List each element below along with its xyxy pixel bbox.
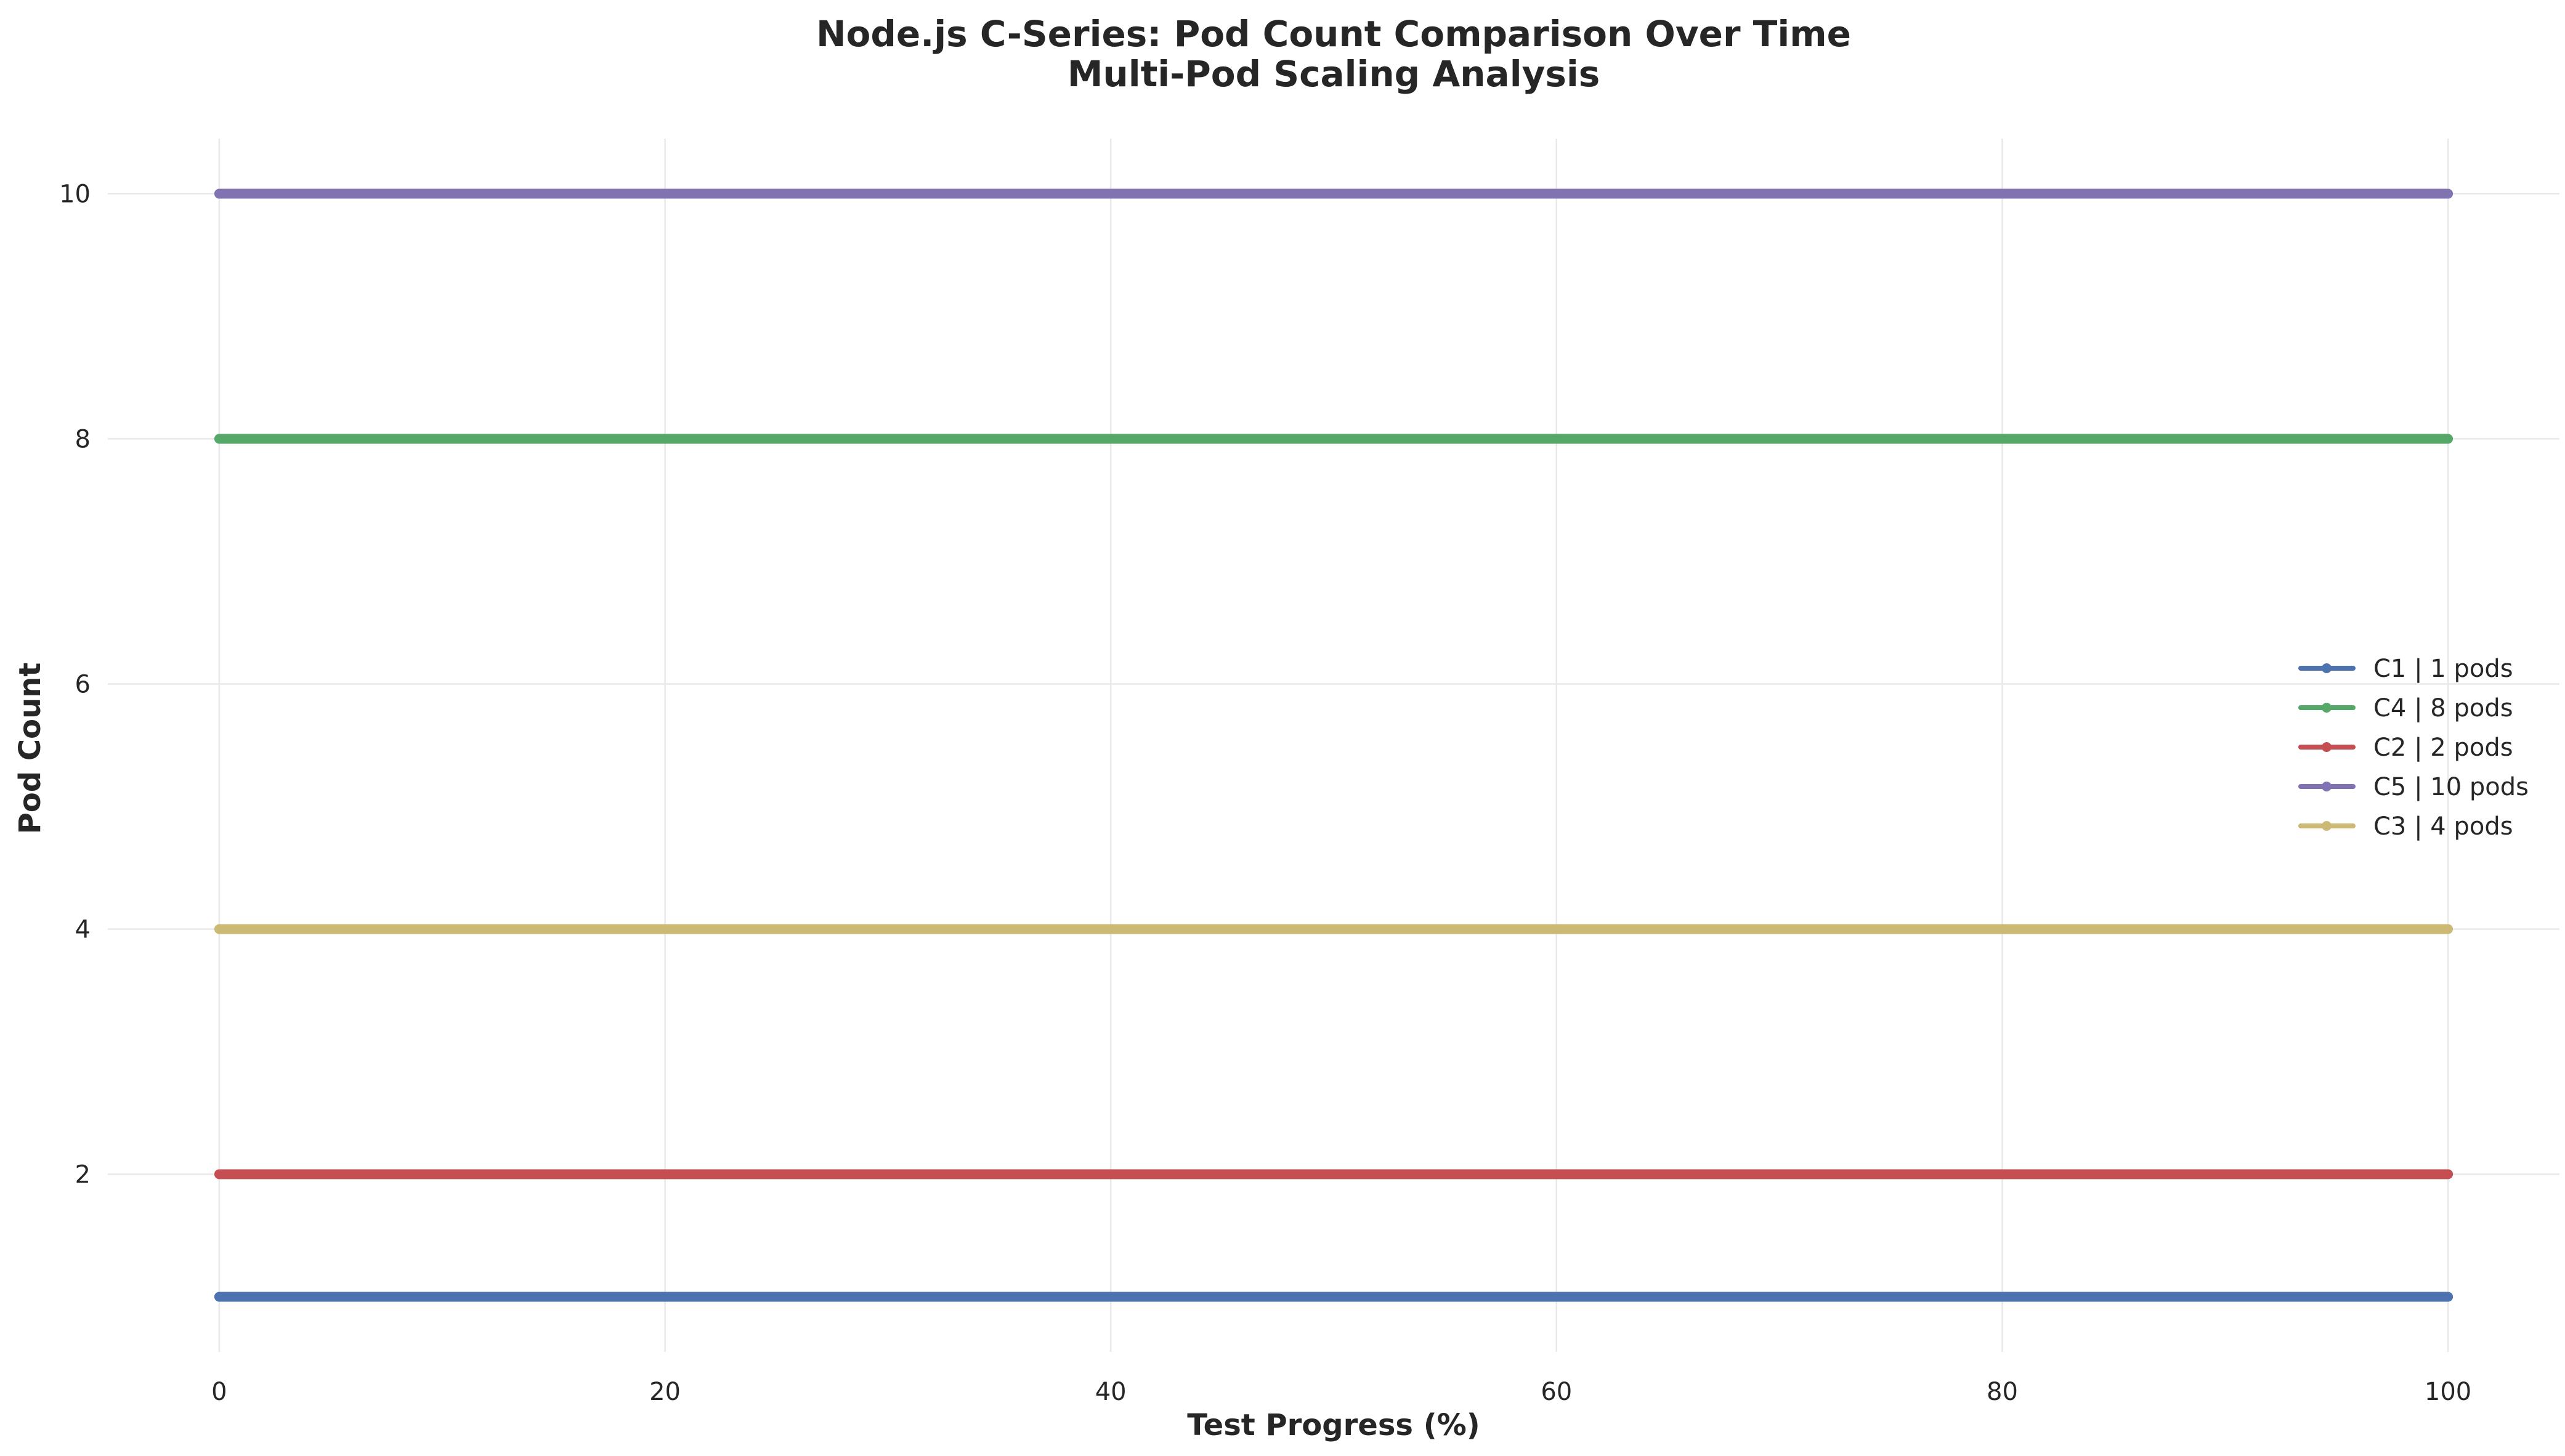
legend-label: C4 | 8 pods (2373, 694, 2513, 722)
legend-swatch-marker (2322, 742, 2332, 752)
legend: C1 | 1 pods C4 | 8 pods C2 | 2 pods C5 | 10… (2298, 655, 2529, 841)
x-tick-label: 0 (211, 1378, 227, 1406)
legend-swatch-marker (2322, 821, 2332, 831)
y-tick-label: 10 (59, 180, 91, 209)
legend-label: C2 | 2 pods (2373, 734, 2513, 762)
chart-title: Node.js C-Series: Pod Count Comparison O… (816, 13, 1851, 55)
legend-item: C5 | 10 pods (2298, 773, 2529, 801)
x-tick-label: 20 (649, 1378, 681, 1406)
x-tick-label: 40 (1095, 1378, 1127, 1406)
y-tick-label: 4 (75, 915, 91, 944)
legend-swatch-marker (2322, 703, 2332, 713)
legend-label: C5 | 10 pods (2373, 773, 2529, 801)
legend-item: C1 | 1 pods (2298, 655, 2513, 683)
legend-item: C2 | 2 pods (2298, 734, 2513, 762)
x-tick-label: 60 (1541, 1378, 1572, 1406)
legend-swatch-marker (2322, 663, 2332, 673)
legend-item: C3 | 4 pods (2298, 812, 2513, 841)
y-tick-label: 2 (75, 1160, 91, 1189)
series-lines (214, 188, 2454, 1302)
legend-label: C1 | 1 pods (2373, 655, 2513, 683)
y-axis-label: Pod Count (13, 663, 47, 835)
chart-subtitle: Multi-Pod Scaling Analysis (1068, 53, 1600, 95)
legend-swatch-marker (2322, 782, 2332, 791)
tick-labels: 0 20 40 60 80 100 2 4 6 8 10 (59, 180, 2471, 1406)
x-tick-label: 80 (1987, 1378, 2018, 1406)
legend-item: C4 | 8 pods (2298, 694, 2513, 722)
y-tick-label: 6 (75, 671, 91, 699)
y-tick-label: 8 (75, 426, 91, 454)
x-tick-label: 100 (2425, 1378, 2471, 1406)
x-axis-label: Test Progress (%) (1187, 1408, 1480, 1442)
legend-label: C3 | 4 pods (2373, 812, 2513, 841)
